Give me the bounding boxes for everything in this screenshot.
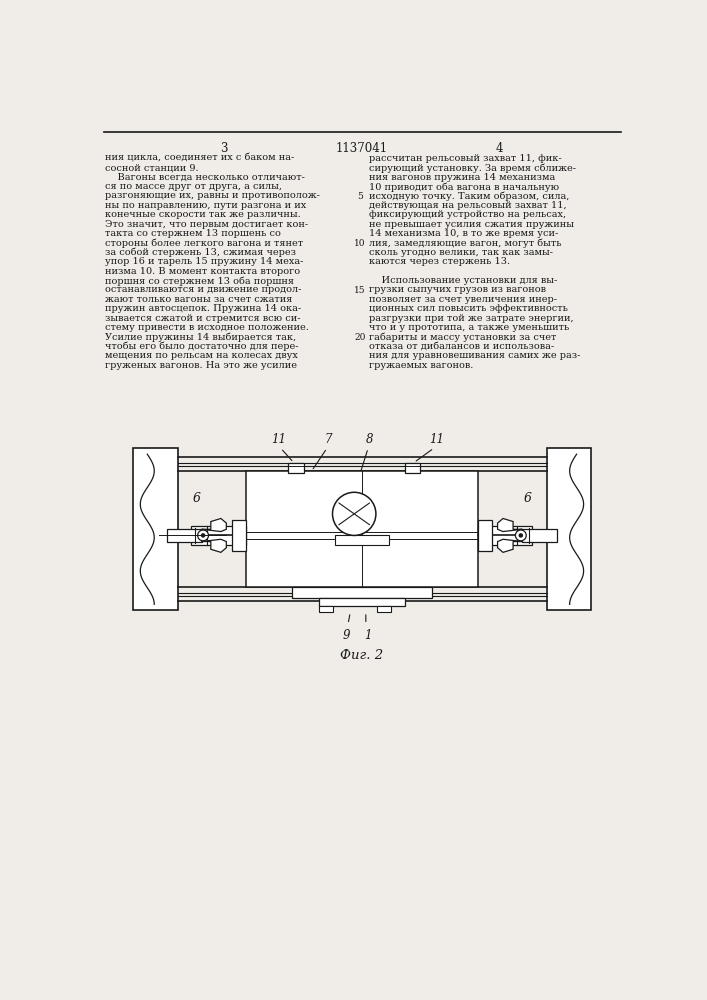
Ellipse shape [332,492,376,535]
Polygon shape [335,535,389,545]
Text: мещения по рельсам на колесах двух: мещения по рельсам на колесах двух [105,351,298,360]
Polygon shape [478,526,532,545]
Text: лия, замедляющие вагон, могут быть: лия, замедляющие вагон, могут быть [369,238,561,248]
Polygon shape [320,598,404,606]
Polygon shape [201,518,226,532]
Text: гружаемых вагонов.: гружаемых вагонов. [369,361,473,370]
Text: ся по массе друг от друга, а силы,: ся по массе друг от друга, а силы, [105,182,282,191]
Text: 6: 6 [524,492,532,505]
Text: 1: 1 [364,629,372,642]
Text: Фиг. 2: Фиг. 2 [340,649,383,662]
Polygon shape [320,606,333,612]
Text: 5: 5 [357,192,363,201]
Polygon shape [498,539,522,552]
Text: разгоняющие их, равны и противополож-: разгоняющие их, равны и противополож- [105,191,320,200]
Text: ционных сил повысить эффективность: ционных сил повысить эффективность [369,304,568,313]
Text: 1137041: 1137041 [336,142,388,155]
Polygon shape [134,448,177,610]
Text: жают только вагоны за счет сжатия: жают только вагоны за счет сжатия [105,295,293,304]
Text: габариты и массу установки за счет: габариты и массу установки за счет [369,332,556,342]
Text: исходную точку. Таким образом, сила,: исходную точку. Таким образом, сила, [369,191,569,201]
Text: не превышает усилия сжатия пружины: не превышает усилия сжатия пружины [369,220,574,229]
Text: сирующий установку. За время сближе-: сирующий установку. За время сближе- [369,163,576,173]
Text: ния цикла, соединяет их с баком на-: ния цикла, соединяет их с баком на- [105,154,295,163]
Text: ны по направлению, пути разгона и их: ны по направлению, пути разгона и их [105,201,307,210]
Text: рассчитан рельсовый захват 11, фик-: рассчитан рельсовый захват 11, фик- [369,154,561,163]
Polygon shape [167,529,201,542]
Text: сколь угодно велики, так как замы-: сколь угодно велики, так как замы- [369,248,553,257]
Polygon shape [377,606,391,612]
Text: 15: 15 [354,286,366,295]
Circle shape [198,530,209,541]
Text: 11: 11 [271,433,286,446]
Text: каются через стержень 13.: каются через стержень 13. [369,257,510,266]
Text: грузки сыпучих грузов из вагонов: грузки сыпучих грузов из вагонов [369,285,546,294]
Text: такта со стержнем 13 поршень со: такта со стержнем 13 поршень со [105,229,281,238]
Text: 7: 7 [325,433,332,446]
Text: Это значит, что первым достигает кон-: Это значит, что первым достигает кон- [105,220,308,229]
Text: 11: 11 [430,433,445,446]
Polygon shape [288,463,304,473]
Polygon shape [292,587,432,598]
Polygon shape [201,539,226,552]
Polygon shape [192,526,246,545]
Text: 9: 9 [343,629,350,642]
Text: за собой стержень 13, сжимая через: за собой стержень 13, сжимая через [105,248,296,257]
Text: отказа от дибалансов и использова-: отказа от дибалансов и использова- [369,342,554,351]
Text: чтобы его было достаточно для пере-: чтобы его было достаточно для пере- [105,342,299,351]
Circle shape [519,534,522,537]
Polygon shape [232,520,246,551]
Polygon shape [547,448,590,610]
Text: пружин автосцепок. Пружина 14 ока-: пружин автосцепок. Пружина 14 ока- [105,304,302,313]
Polygon shape [522,529,557,542]
Text: 20: 20 [354,333,366,342]
Circle shape [515,530,526,541]
Circle shape [201,534,204,537]
Text: действующая на рельсовый захват 11,: действующая на рельсовый захват 11, [369,201,566,210]
Text: разгрузки при той же затрате энергии,: разгрузки при той же затрате энергии, [369,314,573,323]
Text: низма 10. В момент контакта второго: низма 10. В момент контакта второго [105,267,300,276]
Text: груженых вагонов. На это же усилие: груженых вагонов. На это же усилие [105,361,298,370]
Text: сосной станции 9.: сосной станции 9. [105,163,199,172]
Text: позволяет за счет увеличения инер-: позволяет за счет увеличения инер- [369,295,557,304]
Polygon shape [404,463,420,473]
Text: конечные скорости так же различны.: конечные скорости так же различны. [105,210,301,219]
Text: 4: 4 [496,142,503,155]
Text: 10 приводит оба вагона в начальную: 10 приводит оба вагона в начальную [369,182,559,192]
Text: 10: 10 [354,239,366,248]
Text: останавливаются и движение продол-: останавливаются и движение продол- [105,285,302,294]
Text: стороны более легкого вагона и тянет: стороны более легкого вагона и тянет [105,238,303,248]
Text: фиксирующий устройство на рельсах,: фиксирующий устройство на рельсах, [369,210,566,219]
Text: Вагоны всегда несколько отличают-: Вагоны всегда несколько отличают- [105,173,305,182]
Text: 8: 8 [366,433,373,446]
Polygon shape [478,520,492,551]
Text: Усилие пружины 14 выбирается так,: Усилие пружины 14 выбирается так, [105,332,296,342]
Text: ния вагонов пружина 14 механизма: ния вагонов пружина 14 механизма [369,173,555,182]
Text: упор 16 и тарель 15 пружину 14 меха-: упор 16 и тарель 15 пружину 14 меха- [105,257,304,266]
Text: Использование установки для вы-: Использование установки для вы- [369,276,557,285]
Text: зывается сжатой и стремится всю си-: зывается сжатой и стремится всю си- [105,314,301,323]
Text: 3: 3 [221,142,228,155]
Text: 6: 6 [193,492,201,505]
Polygon shape [246,471,478,587]
Text: 14 механизма 10, в то же время уси-: 14 механизма 10, в то же время уси- [369,229,558,238]
Polygon shape [498,518,522,532]
Text: стему привести в исходное положение.: стему привести в исходное положение. [105,323,309,332]
Text: поршня со стержнем 13 оба поршня: поршня со стержнем 13 оба поршня [105,276,294,286]
Text: что и у прототипа, а также уменьшить: что и у прототипа, а также уменьшить [369,323,569,332]
Text: ния для уравновешивания самих же раз-: ния для уравновешивания самих же раз- [369,351,580,360]
